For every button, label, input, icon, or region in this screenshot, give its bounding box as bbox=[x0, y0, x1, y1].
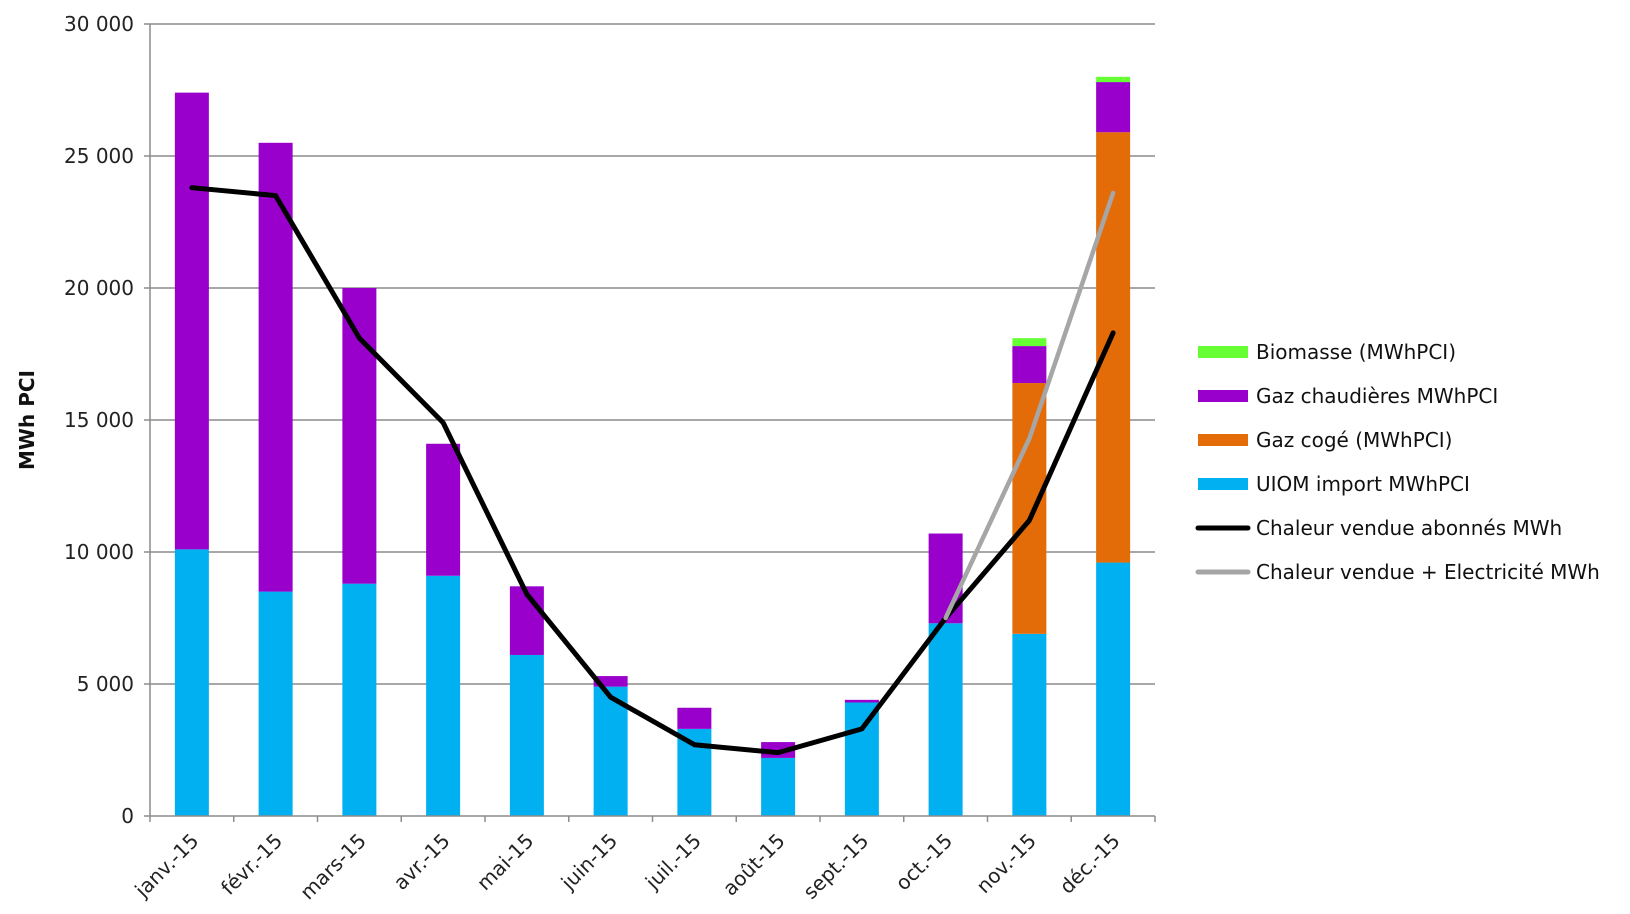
gridlines bbox=[150, 23, 1155, 685]
legend-label-4: Chaleur vendue abonnés MWh bbox=[1256, 516, 1562, 540]
legend-label-1: Gaz chaudières MWhPCI bbox=[1256, 384, 1498, 408]
x-tick-label-6: juil.-15 bbox=[640, 829, 706, 895]
bar-2-6 bbox=[677, 707, 712, 729]
legend-label-3: UIOM import MWhPCI bbox=[1256, 472, 1470, 496]
bar-0-7 bbox=[761, 757, 796, 816]
bar-2-5 bbox=[593, 676, 628, 687]
line-series-1 bbox=[943, 190, 1116, 621]
bar-2-9 bbox=[928, 533, 963, 624]
bar-2-0 bbox=[174, 92, 209, 550]
legend-label-0: Biomasse (MWhPCI) bbox=[1256, 340, 1456, 364]
line-series bbox=[189, 185, 1116, 756]
x-tick-label-1: févr.-15 bbox=[216, 829, 287, 900]
y-tick-label-2: 10 000 bbox=[64, 540, 134, 564]
y-tick-label-5: 25 000 bbox=[64, 144, 134, 168]
x-tick-label-9: oct.-15 bbox=[891, 829, 958, 896]
bar-0-3 bbox=[426, 575, 461, 816]
x-tick-labels: janv.-15 févr.-15 mars-15 avr.-15 mai-15 juin… bbox=[129, 829, 1124, 905]
bar-3-10 bbox=[1012, 338, 1047, 347]
bar-1-10 bbox=[1012, 383, 1047, 634]
bar-2-3 bbox=[426, 443, 461, 576]
bar-1-11 bbox=[1096, 132, 1131, 563]
bar-0-5 bbox=[593, 686, 628, 816]
y-tick-label-0: 0 bbox=[121, 804, 134, 828]
bar-0-8 bbox=[844, 702, 879, 816]
x-tick-label-3: avr.-15 bbox=[389, 829, 455, 895]
x-tick-label-8: sept.-15 bbox=[798, 829, 873, 904]
bar-0-11 bbox=[1096, 562, 1131, 816]
bar-2-2 bbox=[342, 288, 377, 584]
y-tick-labels: 0 5 000 10 000 15 000 20 000 25 000 30 000 bbox=[64, 12, 134, 828]
bar-0-0 bbox=[174, 549, 209, 816]
legend: Biomasse (MWhPCI) Gaz chaudières MWhPCI Ga… bbox=[1195, 340, 1600, 584]
legend-swatch-3 bbox=[1198, 478, 1248, 490]
bar-3-11 bbox=[1096, 76, 1131, 83]
bar-series bbox=[174, 76, 1131, 816]
legend-label-5: Chaleur vendue + Electricité MWh bbox=[1256, 560, 1600, 584]
bar-2-1 bbox=[258, 142, 293, 592]
x-tick-label-10: nov.-15 bbox=[971, 829, 1040, 898]
bar-0-10 bbox=[1012, 633, 1047, 816]
legend-swatch-0 bbox=[1198, 346, 1248, 358]
bar-0-1 bbox=[258, 591, 293, 816]
legend-swatch-2 bbox=[1198, 434, 1248, 446]
legend-label-2: Gaz cogé (MWhPCI) bbox=[1256, 428, 1452, 452]
bar-2-8 bbox=[844, 699, 879, 703]
y-tick-label-1: 5 000 bbox=[77, 672, 134, 696]
x-tick-label-4: mai-15 bbox=[472, 829, 538, 895]
line-series-0 bbox=[189, 185, 1116, 756]
bar-0-4 bbox=[509, 654, 544, 816]
axes bbox=[144, 23, 1156, 822]
y-tick-label-4: 20 000 bbox=[64, 276, 134, 300]
x-tick-label-2: mars-15 bbox=[295, 829, 371, 905]
x-tick-label-0: janv.-15 bbox=[129, 829, 203, 903]
bar-0-2 bbox=[342, 583, 377, 816]
x-tick-label-7: août-15 bbox=[718, 829, 790, 901]
bar-2-10 bbox=[1012, 346, 1047, 384]
x-tick-label-5: juin-15 bbox=[556, 829, 623, 896]
y-tick-label-6: 30 000 bbox=[64, 12, 134, 36]
bar-0-9 bbox=[928, 623, 963, 816]
y-axis-label: MWh PCI bbox=[15, 370, 39, 470]
legend-swatch-1 bbox=[1198, 390, 1248, 402]
bar-2-11 bbox=[1096, 82, 1131, 133]
x-tick-label-11: déc.-15 bbox=[1055, 829, 1125, 899]
y-tick-label-3: 15 000 bbox=[64, 408, 134, 432]
